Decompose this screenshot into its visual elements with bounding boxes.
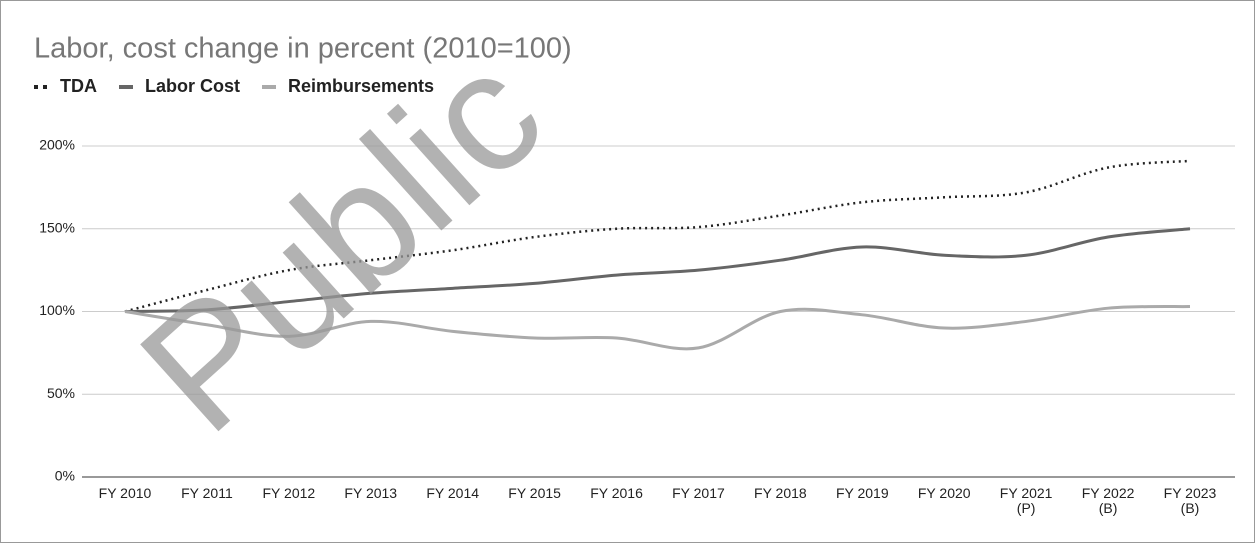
- legend-label: Labor Cost: [145, 76, 240, 96]
- y-tick-label: 150%: [39, 219, 75, 235]
- x-tick-label: FY 2011: [181, 485, 233, 501]
- legend-label: Reimbursements: [288, 76, 434, 96]
- y-tick-label: 50%: [47, 385, 75, 401]
- x-tick-label: FY 2023 (B): [1163, 485, 1217, 516]
- x-tick-label: FY 2017: [672, 485, 725, 501]
- series-line: [124, 227, 1191, 313]
- x-tick-label: FY 2015: [508, 485, 561, 501]
- x-tick-label: FY 2016: [590, 485, 643, 501]
- x-tick-label: FY 2010: [98, 485, 152, 501]
- series-line: [124, 305, 1191, 351]
- x-tick-label: FY 2013: [344, 485, 398, 501]
- y-tick-label: 100%: [39, 302, 75, 318]
- y-tick-label: 0%: [55, 468, 75, 484]
- legend-label: TDA: [60, 76, 97, 96]
- y-tick-label: 200%: [39, 137, 75, 153]
- chart-title: Labor, cost change in percent (2010=100): [34, 33, 572, 65]
- x-tick-label: FY 2021 (P): [999, 485, 1053, 516]
- series-line: [124, 159, 1191, 313]
- x-tick-label: FY 2014: [426, 485, 480, 501]
- x-tick-label: FY 2022 (B): [1081, 485, 1135, 516]
- x-tick-label: FY 2012: [262, 485, 316, 501]
- x-tick-label: FY 2019: [835, 485, 889, 501]
- x-tick-label: FY 2018: [754, 485, 807, 501]
- x-tick-label: FY 2020: [917, 485, 971, 501]
